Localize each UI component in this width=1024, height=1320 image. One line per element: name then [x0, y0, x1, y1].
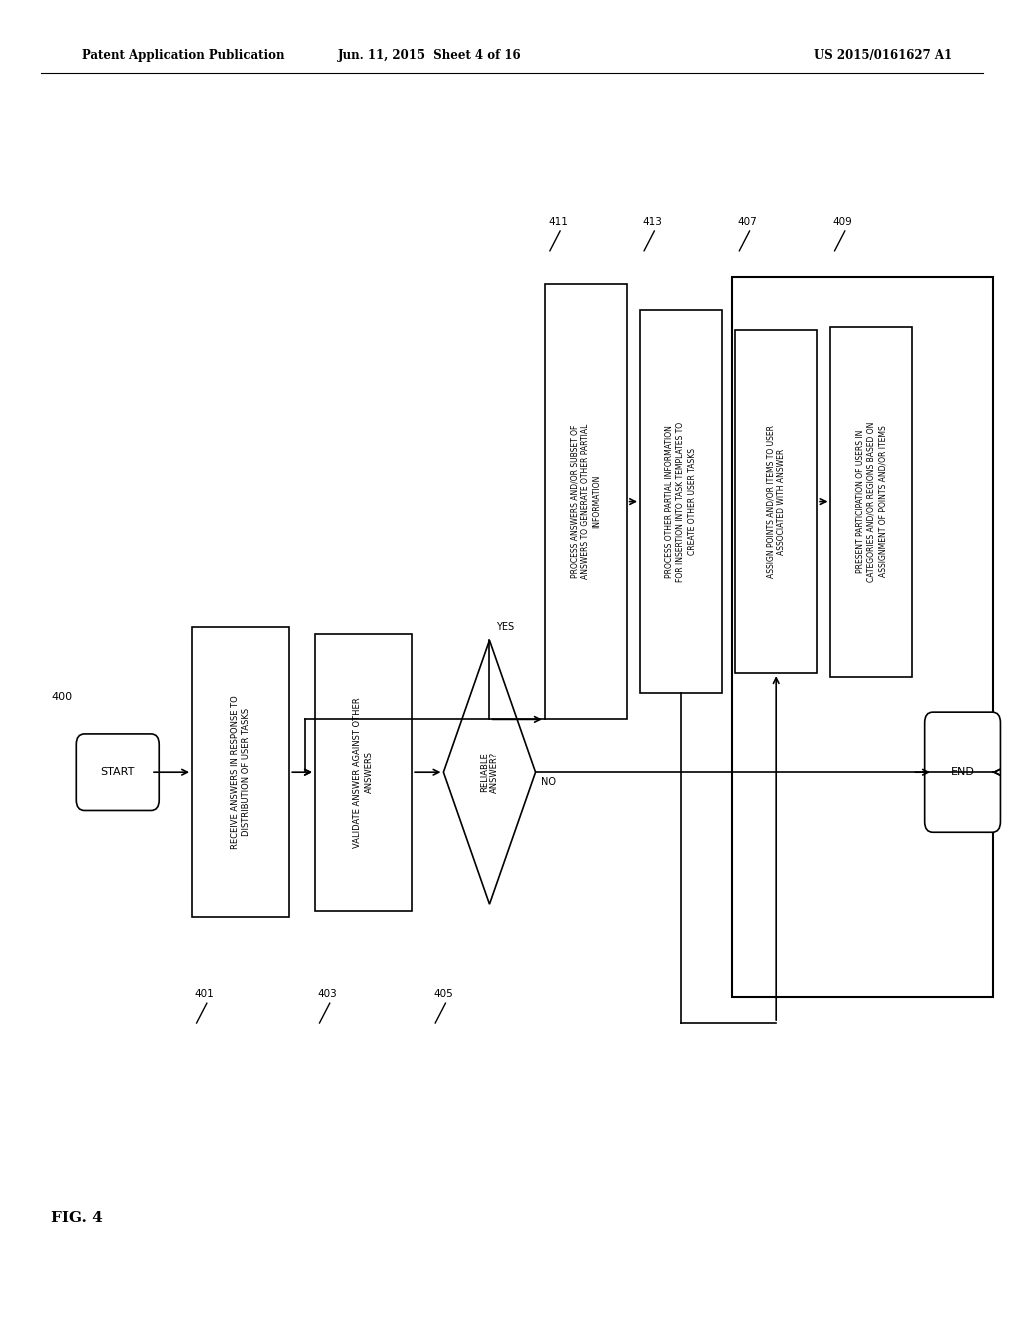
Polygon shape: [443, 640, 536, 904]
Bar: [315, 634, 412, 911]
FancyBboxPatch shape: [925, 713, 1000, 833]
Text: 409: 409: [833, 216, 853, 227]
Text: US 2015/0161627 A1: US 2015/0161627 A1: [814, 49, 952, 62]
Text: RELIABLE
ANSWER?: RELIABLE ANSWER?: [480, 751, 499, 793]
Text: Patent Application Publication: Patent Application Publication: [82, 49, 285, 62]
Text: YES: YES: [496, 622, 514, 632]
Bar: [830, 327, 912, 676]
Text: 413: 413: [642, 216, 663, 227]
FancyBboxPatch shape: [77, 734, 160, 810]
Bar: [640, 310, 722, 693]
Text: START: START: [100, 767, 135, 777]
Bar: [732, 277, 993, 997]
Text: 407: 407: [737, 216, 758, 227]
Text: Jun. 11, 2015  Sheet 4 of 16: Jun. 11, 2015 Sheet 4 of 16: [338, 49, 522, 62]
Text: 401: 401: [195, 989, 215, 999]
Bar: [735, 330, 817, 673]
Text: NO: NO: [541, 777, 556, 788]
Text: FIG. 4: FIG. 4: [51, 1210, 103, 1225]
Text: PROCESS OTHER PARTIAL INFORMATION
FOR INSERTION INTO TASK TEMPLATES TO
CREATE OT: PROCESS OTHER PARTIAL INFORMATION FOR IN…: [666, 421, 696, 582]
Bar: [545, 284, 627, 719]
Text: END: END: [950, 767, 975, 777]
Text: VALIDATE ANSWER AGAINST OTHER
ANSWERS: VALIDATE ANSWER AGAINST OTHER ANSWERS: [353, 697, 374, 847]
Bar: [193, 627, 289, 917]
Text: 411: 411: [548, 216, 568, 227]
Text: PROCESS ANSWERS AND/OR SUBSET OF
ANSWERS TO GENERATE OTHER PARTIAL
INFORMATION: PROCESS ANSWERS AND/OR SUBSET OF ANSWERS…: [570, 424, 601, 579]
Text: ASSIGN POINTS AND/OR ITEMS TO USER
ASSOCIATED WITH ANSWER: ASSIGN POINTS AND/OR ITEMS TO USER ASSOC…: [766, 425, 786, 578]
Text: 400: 400: [51, 692, 73, 702]
Text: PRESENT PARTICIPATION OF USERS IN
CATEGORIES AND/OR REGIONS BASED ON
ASSIGNMENT : PRESENT PARTICIPATION OF USERS IN CATEGO…: [856, 421, 887, 582]
Text: 405: 405: [433, 989, 454, 999]
Text: 403: 403: [317, 989, 338, 999]
Text: RECEIVE ANSWERS IN RESPONSE TO
DISTRIBUTION OF USER TASKS: RECEIVE ANSWERS IN RESPONSE TO DISTRIBUT…: [230, 696, 251, 849]
